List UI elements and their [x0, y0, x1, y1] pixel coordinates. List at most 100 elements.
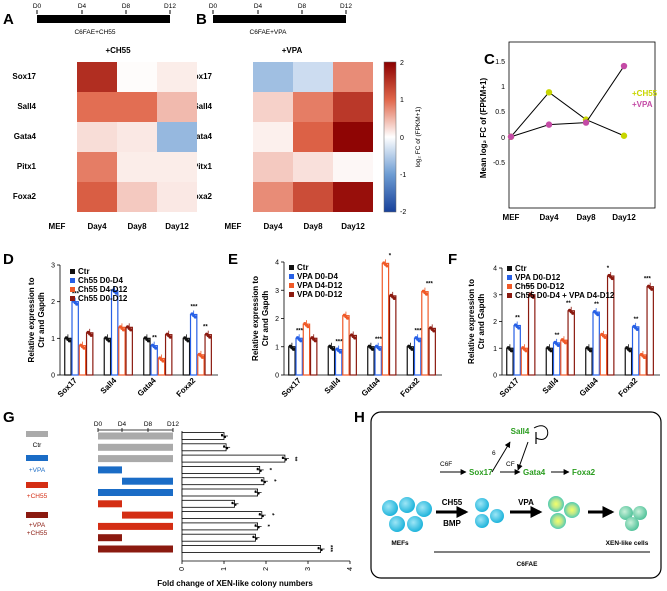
replicate-dot: [378, 347, 382, 351]
category-label: Sall4: [323, 376, 343, 396]
g-bar: [181, 477, 265, 486]
y-tick-label: 2: [51, 299, 55, 306]
g-x-tick-label: 4: [347, 567, 354, 571]
g-replicate-dot: [258, 513, 261, 516]
legend-label: Ch55 D0-D12: [78, 294, 128, 303]
chart-d: 0 1 2 3 Relative expression toCtr and Gapdh S…: [27, 263, 218, 399]
replicate-dot: [299, 339, 303, 343]
heatmap-cell: [253, 92, 293, 122]
significance-star: ***: [190, 305, 198, 311]
g-group-label: +CH55: [27, 530, 48, 537]
g-x-tick-label: 1: [221, 567, 228, 571]
g-replicate-dot: [260, 479, 263, 482]
treatment-bar: [98, 522, 173, 530]
g-time-label: D8: [144, 421, 153, 428]
replicate-dot: [410, 347, 414, 351]
heatmap-cell: [77, 152, 117, 182]
bar: [506, 347, 514, 376]
bar: [295, 337, 303, 376]
schematic-mefs: MEFs: [391, 540, 409, 547]
heatmap-cell: [37, 122, 77, 152]
schematic-c6f: C6F: [440, 461, 452, 468]
bar: [118, 326, 126, 376]
bar: [288, 346, 296, 376]
series-line: [510, 91, 625, 138]
g-group-label: +VPA: [29, 522, 46, 529]
heatmap-cell: [37, 182, 77, 212]
category-label: Gata4: [136, 376, 158, 398]
y-tick-label: 4: [275, 260, 279, 267]
heatmap-cell: [213, 152, 253, 182]
data-point: [545, 89, 553, 96]
replicate-dot: [82, 346, 86, 350]
panel-label-e: E: [228, 251, 238, 268]
heatmap-b-row-label: Pitx1: [193, 162, 213, 171]
bar: [110, 290, 119, 376]
replicate-dot: [432, 329, 436, 333]
replicate-dot: [370, 347, 375, 351]
significance-star: *: [607, 266, 610, 272]
y-tick-label: 2: [493, 319, 497, 326]
timeline-b-label: C6FAE+VPA: [250, 29, 288, 36]
replicate-dot: [154, 346, 158, 350]
timeline-b-d4: D4: [254, 3, 263, 10]
legend-label: VPA D4-D12: [297, 281, 343, 290]
significance-star: ***: [644, 277, 652, 283]
y-tick-label: 1: [275, 344, 279, 351]
schematic-vpa: VPA: [518, 498, 534, 507]
heatmap-b-row-label: Sox17: [188, 72, 212, 81]
legend-swatch: [289, 283, 294, 288]
replicate-dot: [642, 355, 647, 360]
heatmap-cell: [117, 182, 157, 212]
heatmap-cell: [37, 152, 77, 182]
heatmap-cell: [157, 62, 197, 92]
bar: [527, 294, 536, 376]
bar: [143, 337, 151, 376]
g-replicate-dot: [223, 435, 227, 439]
g-replicate-dot: [231, 501, 234, 504]
heatmap-cell: [37, 62, 77, 92]
replicate-dot: [549, 349, 553, 353]
legend-swatch: [70, 287, 75, 292]
timeline-a: D0 D4 D8 D12 C6FAE+CH55: [33, 3, 176, 36]
heatmap-a-col-label: MEF: [49, 222, 66, 231]
g-group-swatch: [26, 482, 48, 488]
y-axis-label-line: Ctr and Gapdh: [261, 291, 270, 347]
series-line: [510, 65, 625, 138]
heatmap-cell: [333, 62, 373, 92]
g-x-tick-label: 0: [179, 567, 186, 571]
replicate-dot: [75, 302, 79, 306]
heatmap-a-col-label: Day8: [127, 222, 147, 231]
significance-star: ***: [335, 340, 343, 346]
heatmap-cell: [117, 152, 157, 182]
chart-c-xtick: Day8: [576, 213, 596, 222]
category-label: Sox17: [280, 376, 303, 399]
g-replicate-dot: [263, 481, 266, 484]
sall4-loop: [533, 425, 549, 440]
heatmap-cell: [77, 182, 117, 212]
significance-star: ***: [296, 328, 304, 334]
category-label: Foxa2: [399, 376, 422, 399]
heatmap-cell: [213, 92, 253, 122]
treatment-bar: [122, 477, 173, 485]
bar: [367, 346, 375, 376]
g-time-label: D0: [94, 421, 103, 428]
bar: [78, 345, 87, 376]
panel-label-d: D: [3, 251, 14, 268]
bar: [631, 326, 640, 376]
schematic-ch55: CH55: [442, 498, 463, 507]
heatmap-cell: [253, 182, 293, 212]
treatment-bar: [98, 500, 122, 508]
colorbar-tick: -2: [400, 209, 406, 216]
heatmap-cell: [157, 182, 197, 212]
treatment-bar: [98, 466, 122, 474]
g-replicate-dot: [257, 492, 260, 495]
replicate-dot: [129, 328, 133, 332]
y-axis-label: Relative expression toCtr and Gapdh: [467, 279, 486, 364]
timeline-b-bar: [213, 15, 346, 23]
bar: [182, 337, 191, 376]
chart-c-ylabel: Mean log₂ FC of (FPKM+1): [479, 78, 488, 179]
legend-swatch: [70, 269, 75, 274]
timeline-b: D0 D4 D8 D12 C6FAE+VPA: [209, 3, 352, 36]
